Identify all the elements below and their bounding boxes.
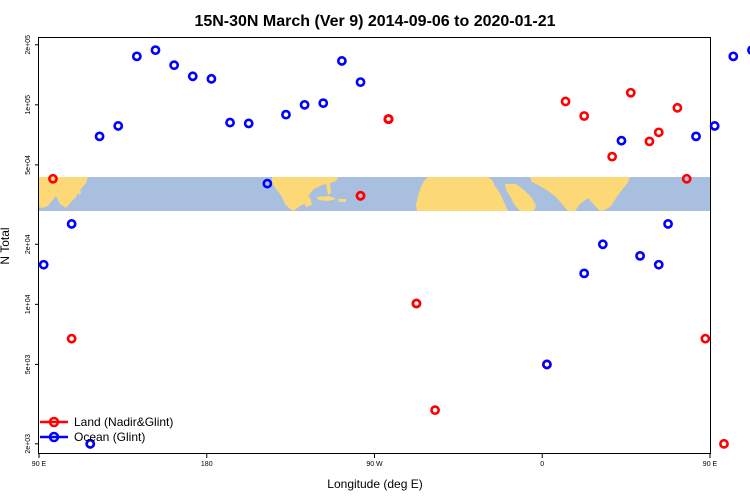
map-land-asia-west bbox=[39, 177, 88, 208]
y-tick-label-5: 1e+05 bbox=[25, 95, 32, 115]
legend-ocean-label: Ocean (Glint) bbox=[74, 430, 145, 444]
land-point-22 bbox=[644, 136, 655, 147]
ocean-point-9 bbox=[206, 73, 217, 84]
ocean-point-16 bbox=[336, 56, 347, 66]
land-point-27 bbox=[719, 438, 729, 449]
ocean-point-26 bbox=[709, 121, 720, 131]
ocean-point-15 bbox=[318, 98, 329, 109]
land-point-20 bbox=[607, 151, 618, 162]
y-tick-label-3: 2e+04 bbox=[25, 234, 32, 254]
ocean-point-25 bbox=[691, 131, 701, 142]
y-axis-label: N Total bbox=[0, 227, 12, 264]
legend-land-label: Land (Nadir&Glint) bbox=[74, 415, 173, 429]
y-tick-label-4: 5e+04 bbox=[25, 155, 32, 175]
ocean-point-27 bbox=[728, 51, 739, 62]
land-point-0 bbox=[48, 173, 58, 184]
x-tick-label-2: 90 W bbox=[366, 461, 383, 468]
land-point-23 bbox=[653, 127, 664, 138]
ocean-point-22 bbox=[635, 250, 646, 261]
land-point-26 bbox=[700, 333, 711, 344]
ocean-point-8 bbox=[187, 71, 198, 82]
ocean-point-4 bbox=[113, 121, 124, 131]
ocean-point-5 bbox=[131, 51, 142, 62]
x-tick-label-0: 90 E bbox=[32, 461, 47, 468]
y-tick-label-0: 2e+03 bbox=[25, 434, 32, 454]
land-point-1 bbox=[66, 333, 77, 344]
ocean-point-2 bbox=[85, 438, 96, 449]
ocean-point-20 bbox=[597, 239, 608, 250]
x-axis-label: Longitude (deg E) bbox=[327, 477, 422, 491]
ocean-point-3 bbox=[94, 131, 105, 142]
x-tick-label-3: 0 bbox=[540, 461, 544, 468]
land-point-24 bbox=[672, 102, 683, 113]
land-point-19 bbox=[579, 111, 590, 121]
map-land-north-america bbox=[272, 177, 338, 211]
map-land-florida bbox=[326, 183, 331, 195]
map-land-arabia bbox=[505, 184, 536, 211]
ocean-point-10 bbox=[225, 117, 235, 128]
plot-frame bbox=[38, 37, 711, 454]
legend: Land (Nadir&Glint) Ocean (Glint) bbox=[40, 415, 173, 444]
map-land-hispaniola bbox=[338, 199, 346, 202]
ocean-point-24 bbox=[663, 219, 673, 229]
ocean-point-28 bbox=[747, 45, 750, 55]
map-land-cuba bbox=[316, 196, 336, 201]
x-axis: 90 E 180 90 W 0 90 E bbox=[32, 453, 718, 468]
ocean-point-18 bbox=[542, 359, 552, 370]
data-points bbox=[38, 45, 750, 449]
ocean-point-0 bbox=[38, 259, 49, 270]
ocean-point-21 bbox=[616, 135, 627, 146]
ocean-point-1 bbox=[66, 219, 77, 229]
land-point-15 bbox=[411, 298, 422, 309]
y-tick-label-1: 5e+03 bbox=[25, 354, 32, 374]
legend-land-marker bbox=[48, 416, 60, 428]
y-axis: 2e+03 5e+03 1e+04 2e+04 5e+04 1e+05 2e+05 bbox=[25, 35, 39, 454]
x-tick-label-4: 90 E bbox=[703, 461, 718, 468]
land-point-21 bbox=[625, 87, 636, 98]
ocean-point-7 bbox=[169, 60, 180, 71]
ocean-point-13 bbox=[281, 109, 291, 120]
ocean-point-17 bbox=[355, 77, 366, 88]
ocean-point-19 bbox=[579, 268, 590, 279]
legend-ocean-marker bbox=[48, 431, 60, 443]
land-point-4 bbox=[355, 190, 366, 201]
ocean-point-12 bbox=[262, 178, 273, 189]
chart-title: 15N-30N March (Ver 9) 2014-09-06 to 2020… bbox=[194, 13, 555, 30]
ocean-point-6 bbox=[150, 45, 161, 56]
map-land-taiwan bbox=[78, 188, 81, 195]
land-point-18 bbox=[560, 96, 571, 107]
y-tick-label-2: 1e+04 bbox=[25, 294, 32, 314]
ocean-point-23 bbox=[653, 259, 664, 270]
map-land-africa bbox=[416, 177, 508, 211]
land-point-13 bbox=[383, 114, 394, 125]
land-point-16 bbox=[430, 405, 440, 416]
map-land-yucatan bbox=[302, 197, 312, 207]
y-tick-label-6: 2e+05 bbox=[25, 35, 32, 55]
land-point-25 bbox=[681, 173, 692, 184]
ocean-point-14 bbox=[299, 99, 310, 110]
world-map-band bbox=[39, 177, 710, 211]
ocean-point-11 bbox=[243, 118, 254, 129]
map-land-south-asia bbox=[530, 177, 630, 211]
x-tick-label-1: 180 bbox=[201, 461, 213, 468]
